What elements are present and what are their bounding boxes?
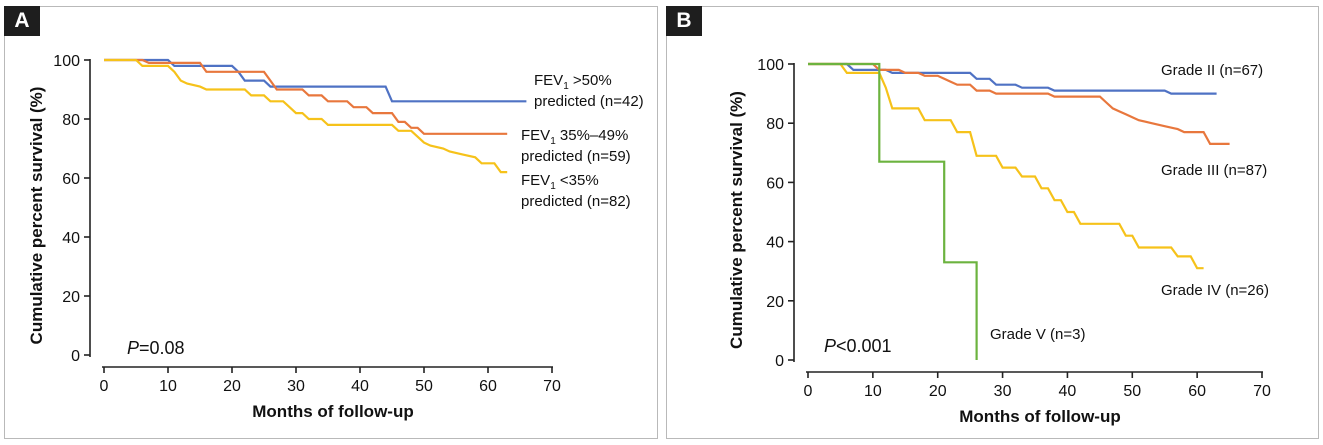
- x-tick-label: 60: [479, 378, 497, 395]
- y-tick-label: 40: [62, 230, 80, 247]
- y-tick-label: 0: [775, 353, 784, 370]
- panel-label-a: A: [4, 6, 40, 36]
- x-tick-label: 10: [159, 378, 177, 395]
- x-tick-label: 20: [929, 383, 947, 400]
- series-label: FEV1 35%–49%: [521, 127, 628, 147]
- x-axis-title: Months of follow-up: [959, 407, 1120, 426]
- x-tick-label: 70: [1253, 383, 1271, 400]
- x-tick-label: 30: [287, 378, 305, 395]
- series-label: FEV1 <35%: [521, 172, 599, 192]
- survival-curve-green: [808, 62, 978, 360]
- series-label: Grade IV (n=26): [1161, 282, 1269, 299]
- panel-label-b: B: [666, 6, 702, 36]
- series-label: predicted (n=42): [534, 93, 644, 110]
- chart-panel-b: B 0 10 20 30 40 50 60 70 0 20 40 60 80 100 Months of f…: [666, 6, 1319, 439]
- survival-curve-yellow: [808, 62, 1204, 270]
- x-tick-label: 50: [415, 378, 433, 395]
- km-chart-b: 0 10 20 30 40 50 60 70 0 20 40 60 80 100 Months of fol…: [727, 57, 1271, 426]
- survival-curve-orange: [104, 58, 508, 135]
- y-axis-title: Cumulative percent survival (%): [27, 87, 46, 345]
- chart-panel-a: A 0 10 20 30 40 50 60 70 0 20 40 60 80 100 Months of f…: [4, 6, 658, 439]
- x-axis-title: Months of follow-up: [252, 402, 413, 421]
- y-tick-label: 20: [766, 294, 784, 311]
- y-tick-label: 100: [53, 53, 80, 70]
- series-label: Grade III (n=87): [1161, 162, 1267, 179]
- x-tick-label: 20: [223, 378, 241, 395]
- x-tick-label: 0: [100, 378, 109, 395]
- y-tick-label: 0: [71, 348, 80, 365]
- y-tick-label: 40: [766, 235, 784, 252]
- p-value-annotation: P=0.08: [127, 338, 185, 358]
- x-tick-label: 40: [1059, 383, 1077, 400]
- survival-curve-yellow: [104, 58, 508, 174]
- x-tick-label: 60: [1188, 383, 1206, 400]
- survival-curve-blue: [808, 62, 1217, 95]
- y-tick-label: 60: [766, 175, 784, 192]
- p-value-annotation: P<0.001: [824, 336, 892, 356]
- series-label: predicted (n=82): [521, 193, 631, 210]
- y-tick-label: 80: [62, 112, 80, 129]
- y-tick-label: 60: [62, 171, 80, 188]
- series-label: Grade V (n=3): [990, 326, 1085, 343]
- series-label: FEV1 >50%: [534, 72, 612, 92]
- x-tick-label: 0: [804, 383, 813, 400]
- y-tick-label: 20: [62, 289, 80, 306]
- y-tick-label: 80: [766, 116, 784, 133]
- series-label: Grade II (n=67): [1161, 62, 1263, 79]
- x-tick-label: 10: [864, 383, 882, 400]
- x-tick-label: 70: [543, 378, 561, 395]
- survival-curve-orange: [808, 62, 1230, 145]
- series-label: predicted (n=59): [521, 148, 631, 165]
- y-axis-title: Cumulative percent survival (%): [727, 91, 746, 349]
- x-tick-label: 30: [994, 383, 1012, 400]
- y-tick-label: 100: [757, 57, 784, 74]
- x-tick-label: 40: [351, 378, 369, 395]
- x-tick-label: 50: [1123, 383, 1141, 400]
- km-chart-a: 0 10 20 30 40 50 60 70 0 20 40 60 80 100 Months of fol…: [27, 53, 644, 421]
